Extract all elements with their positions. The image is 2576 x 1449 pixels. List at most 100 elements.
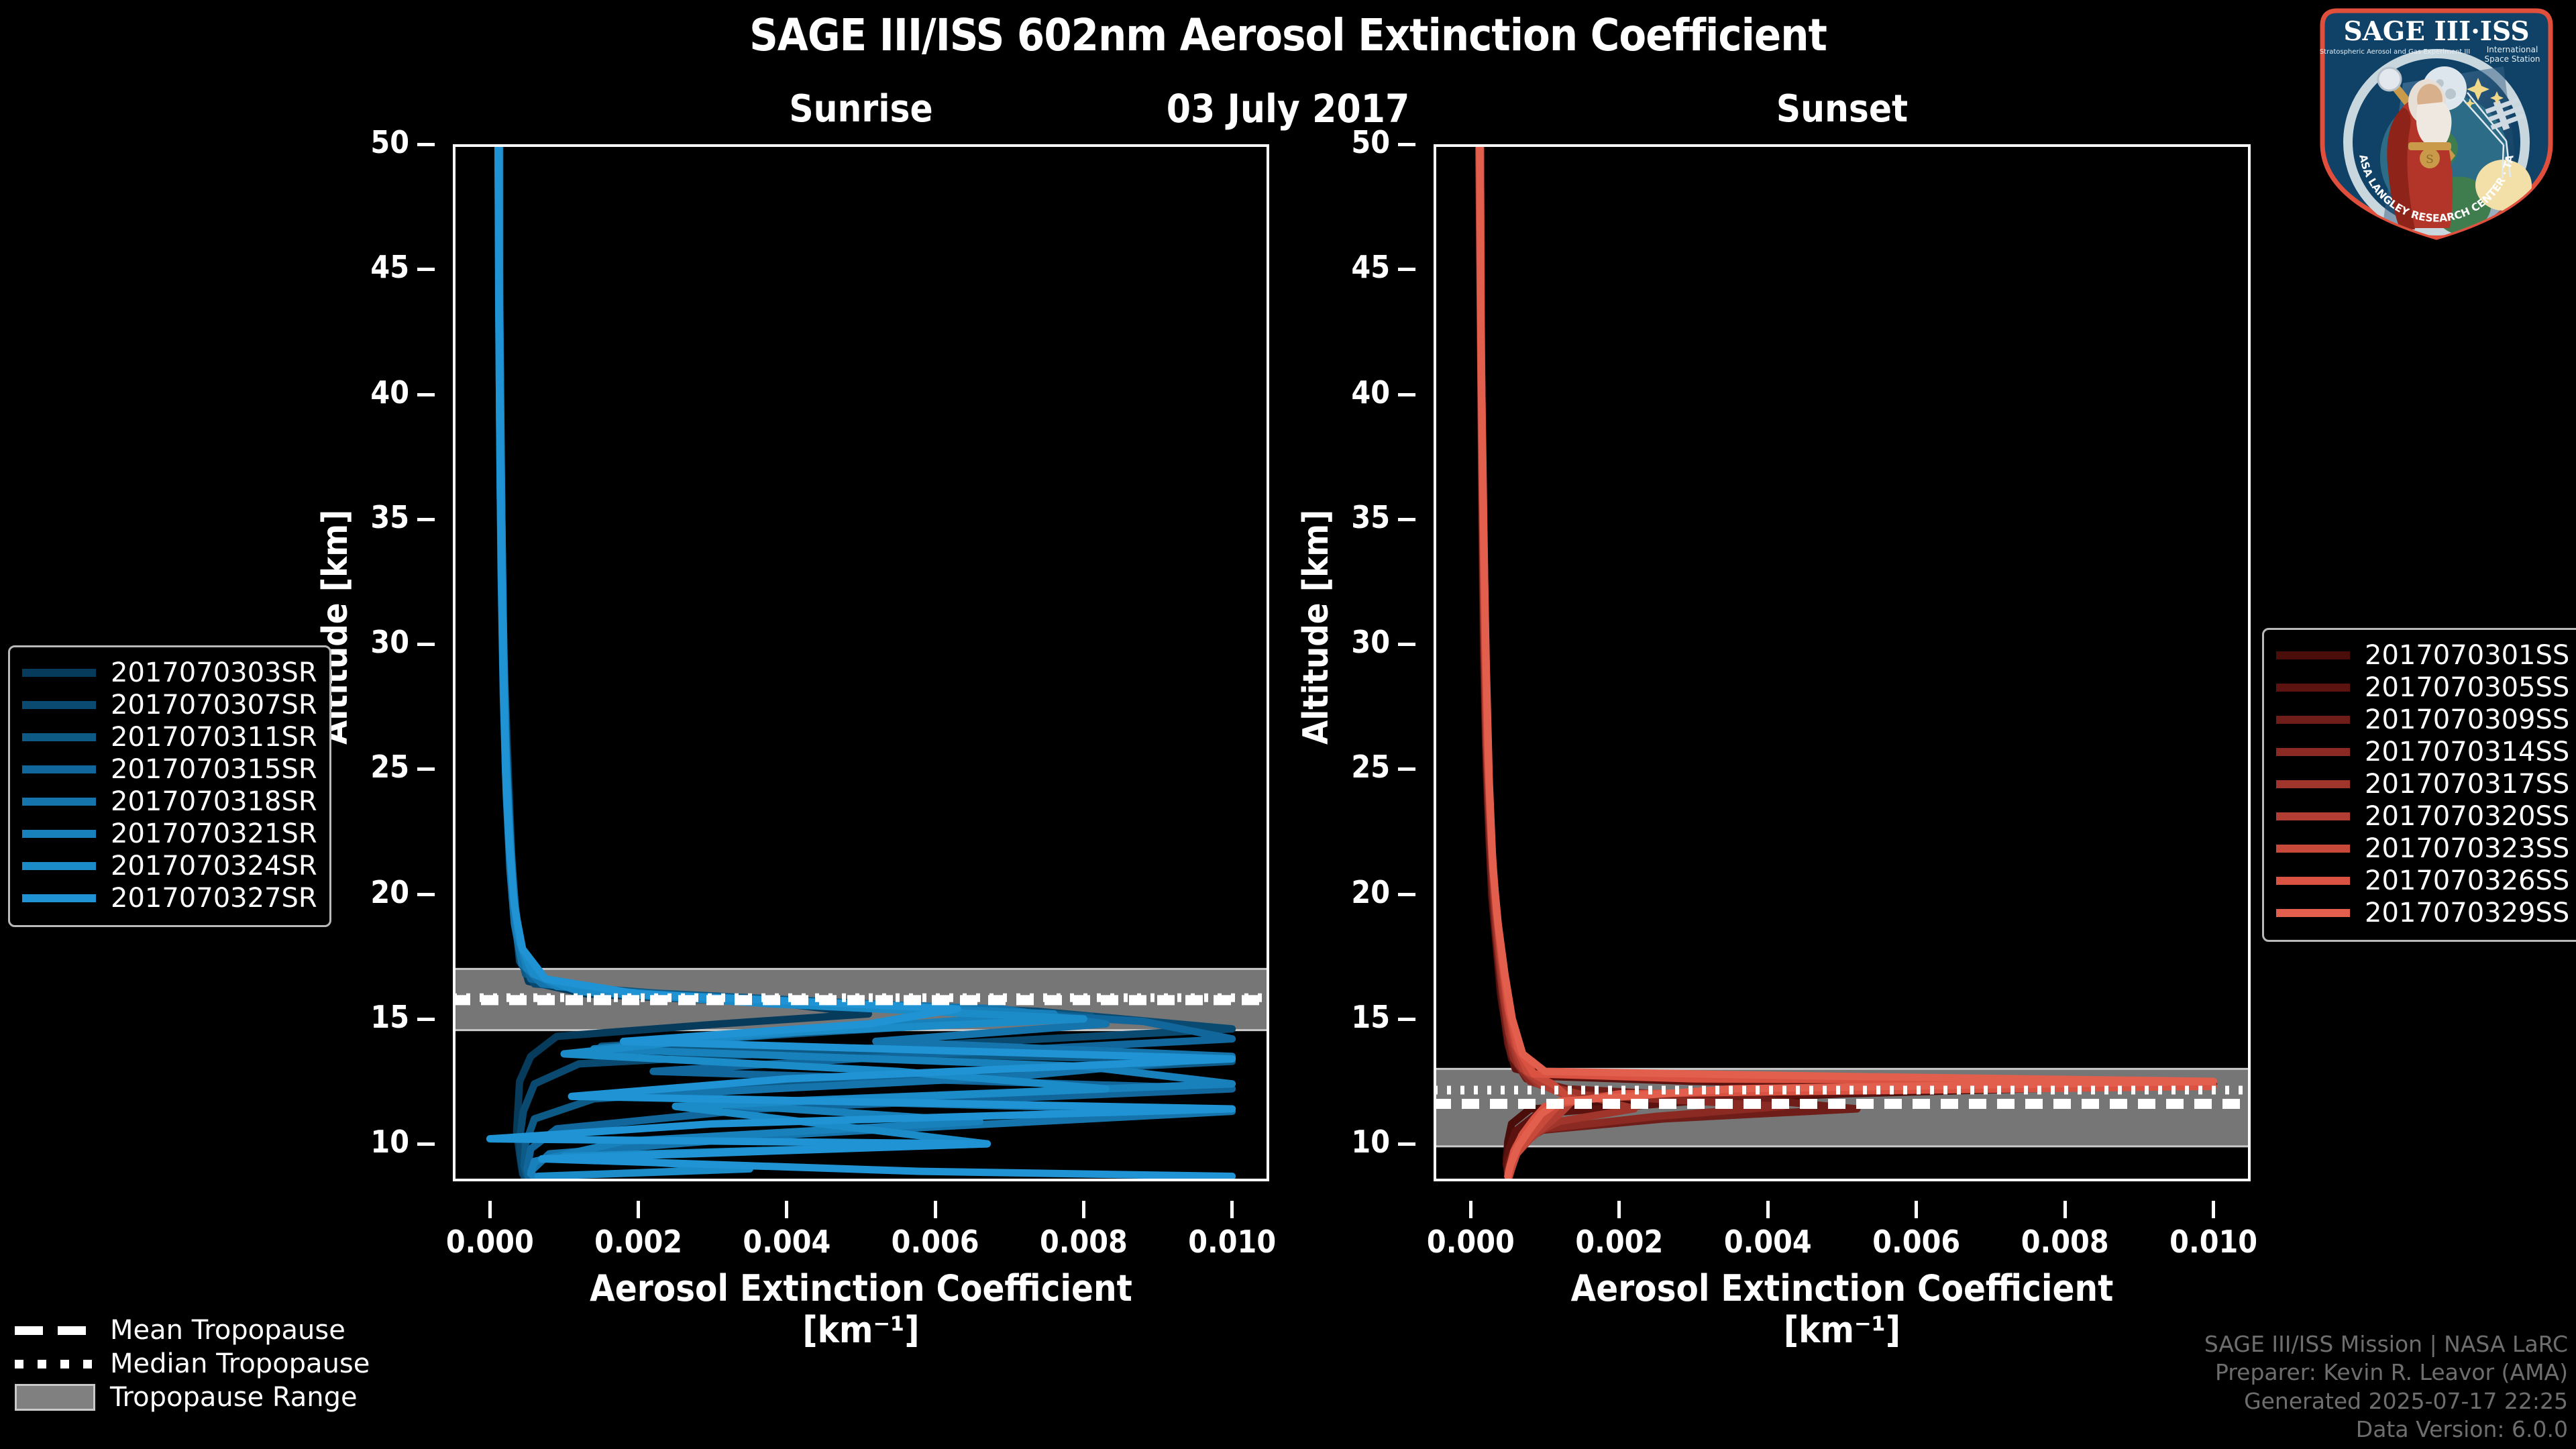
chart-sunset — [1432, 140, 2252, 1182]
legend-item-label: 2017070301SS — [2365, 640, 2570, 671]
x-tick-label: 0.010 — [1188, 1224, 1277, 1260]
legend-color-swatch — [22, 733, 96, 741]
x-tick-mark — [1230, 1201, 1234, 1218]
x-tick-mark — [637, 1201, 641, 1218]
y-tick-mark — [1398, 1142, 1415, 1146]
y-tick-mark — [417, 392, 435, 396]
credit-line-generated: Generated 2025-07-17 22:25 — [2244, 1387, 2568, 1414]
legend-item-label: 2017070303SR — [111, 657, 317, 688]
legend-color-swatch — [22, 798, 96, 806]
y-tick-label: 15 — [1351, 998, 1390, 1035]
panel-label-sunrise: Sunrise — [789, 87, 933, 131]
legend-item[interactable]: 2017070324SR — [22, 850, 317, 882]
y-tick-label: 50 — [1351, 124, 1390, 160]
logo-title: SAGE III·ISS — [2343, 16, 2529, 47]
y-tick-mark — [417, 143, 435, 146]
legend-item[interactable]: 2017070315SR — [22, 753, 317, 786]
y-tick-label: 40 — [370, 374, 409, 411]
legend-color-swatch — [22, 894, 96, 902]
x-tick-mark — [488, 1201, 492, 1218]
legend-sunrise[interactable]: 2017070303SR 2017070307SR 2017070311SR 2017… — [8, 645, 331, 927]
y-tick-mark — [1398, 143, 1415, 146]
panel-label-sunset: Sunset — [1776, 87, 1909, 131]
legend-item[interactable]: 2017070327SR — [22, 882, 317, 914]
x-tick-mark — [933, 1201, 937, 1218]
legend-item-label: 2017070320SS — [2365, 801, 2570, 832]
x-tick-label: 0.008 — [2021, 1224, 2109, 1260]
legend-item[interactable]: 2017070314SS — [2276, 736, 2569, 768]
x-tick-mark — [1617, 1201, 1621, 1218]
legend-item[interactable]: 2017070323SS — [2276, 833, 2569, 865]
legend-item[interactable]: 2017070329SS — [2276, 897, 2569, 929]
chart-sunrise — [451, 140, 1271, 1182]
y-tick-mark — [1398, 392, 1415, 396]
y-tick-mark — [417, 643, 435, 647]
y-tick-label: 10 — [1351, 1124, 1390, 1161]
x-tick-label: 0.004 — [1723, 1224, 1812, 1260]
legend-item[interactable]: 2017070311SR — [22, 721, 317, 753]
y-tick-label: 15 — [370, 998, 409, 1035]
y-axis-ticks-sunset: 10 15 20 25 30 35 40 45 50 — [1316, 124, 1417, 1181]
y-tick-label: 30 — [370, 624, 409, 661]
legend-item[interactable]: 2017070305SS — [2276, 672, 2569, 704]
y-tick-label: 50 — [370, 124, 409, 160]
y-tick-mark — [417, 517, 435, 521]
y-tick-mark — [1398, 892, 1415, 896]
tropopause-legend-item: Median Tropopause — [15, 1347, 370, 1381]
tropopause-legend-marker — [15, 1384, 95, 1411]
x-axis-label-sunset-text: Aerosol Extinction Coefficient — [1570, 1267, 2114, 1309]
y-tick-label: 25 — [370, 749, 409, 786]
x-tick-label: 0.008 — [1039, 1224, 1128, 1260]
x-tick-label: 0.010 — [2169, 1224, 2258, 1260]
x-tick-mark — [1081, 1201, 1085, 1218]
chart-sunset-canvas — [1432, 140, 2252, 1182]
legend-item-label: 2017070314SS — [2365, 737, 2570, 767]
y-tick-mark — [1398, 268, 1415, 272]
x-tick-mark — [2212, 1201, 2216, 1218]
y-tick-label: 35 — [370, 498, 409, 535]
y-tick-mark — [417, 268, 435, 272]
chart-sunrise-canvas — [451, 140, 1271, 1182]
credit-line-preparer: Preparer: Kevin R. Leavor (AMA) — [2215, 1359, 2568, 1386]
x-axis-ticks-sunset: 0.000 0.002 0.004 0.006 0.008 0.010 — [1366, 1201, 2318, 1260]
legend-color-swatch — [2276, 812, 2350, 820]
legend-item[interactable]: 2017070301SS — [2276, 639, 2569, 672]
legend-tropopause: Mean Tropopause Median Tropopause Tropopau… — [15, 1313, 370, 1414]
legend-item[interactable]: 2017070326SS — [2276, 865, 2569, 897]
y-tick-label: 45 — [1351, 249, 1390, 286]
legend-item[interactable]: 2017070318SR — [22, 786, 317, 818]
x-tick-mark — [785, 1201, 789, 1218]
legend-color-swatch — [2276, 651, 2350, 659]
credit-line-version: Data Version: 6.0.0 — [2355, 1415, 2568, 1442]
legend-item[interactable]: 2017070309SS — [2276, 704, 2569, 736]
legend-item-label: 2017070327SR — [111, 883, 317, 914]
x-tick-label: 0.002 — [1575, 1224, 1664, 1260]
legend-item[interactable]: 2017070307SR — [22, 689, 317, 721]
legend-item-label: 2017070324SR — [111, 851, 317, 881]
x-tick-label: 0.000 — [1426, 1224, 1515, 1260]
legend-item[interactable]: 2017070317SS — [2276, 768, 2569, 800]
y-tick-label: 20 — [370, 873, 409, 910]
x-tick-label: 0.006 — [1872, 1224, 1961, 1260]
legend-color-swatch — [22, 701, 96, 709]
y-tick-mark — [417, 1142, 435, 1146]
legend-item-label: 2017070329SS — [2365, 898, 2570, 928]
legend-item[interactable]: 2017070321SR — [22, 818, 317, 850]
y-tick-mark — [1398, 767, 1415, 771]
legend-item[interactable]: 2017070320SS — [2276, 800, 2569, 833]
legend-item[interactable]: 2017070303SR — [22, 657, 317, 689]
logo-subtitle-left: Stratospheric Aerosol and Gas Experiment… — [2320, 48, 2470, 56]
legend-item-label: 2017070326SS — [2365, 865, 2570, 896]
x-axis-units-sunrise-text: [km⁻¹] — [802, 1308, 920, 1351]
series-line — [1476, 140, 2218, 1181]
y-tick-label: 20 — [1351, 873, 1390, 910]
page-subtitle: 03 July 2017 — [1166, 86, 1410, 131]
x-axis-label-sunrise: Aerosol Extinction Coefficient [km⁻¹] — [453, 1268, 1269, 1350]
legend-item-label: 2017070305SS — [2365, 672, 2570, 703]
legend-color-swatch — [2276, 748, 2350, 756]
legend-item-label: 2017070317SS — [2365, 769, 2570, 800]
y-tick-label: 40 — [1351, 374, 1390, 411]
x-axis-ticks-sunrise: 0.000 0.002 0.004 0.006 0.008 0.010 — [386, 1201, 1336, 1260]
legend-sunset[interactable]: 2017070301SS 2017070305SS 2017070309SS 2017… — [2262, 628, 2576, 942]
y-tick-mark — [417, 1017, 435, 1021]
